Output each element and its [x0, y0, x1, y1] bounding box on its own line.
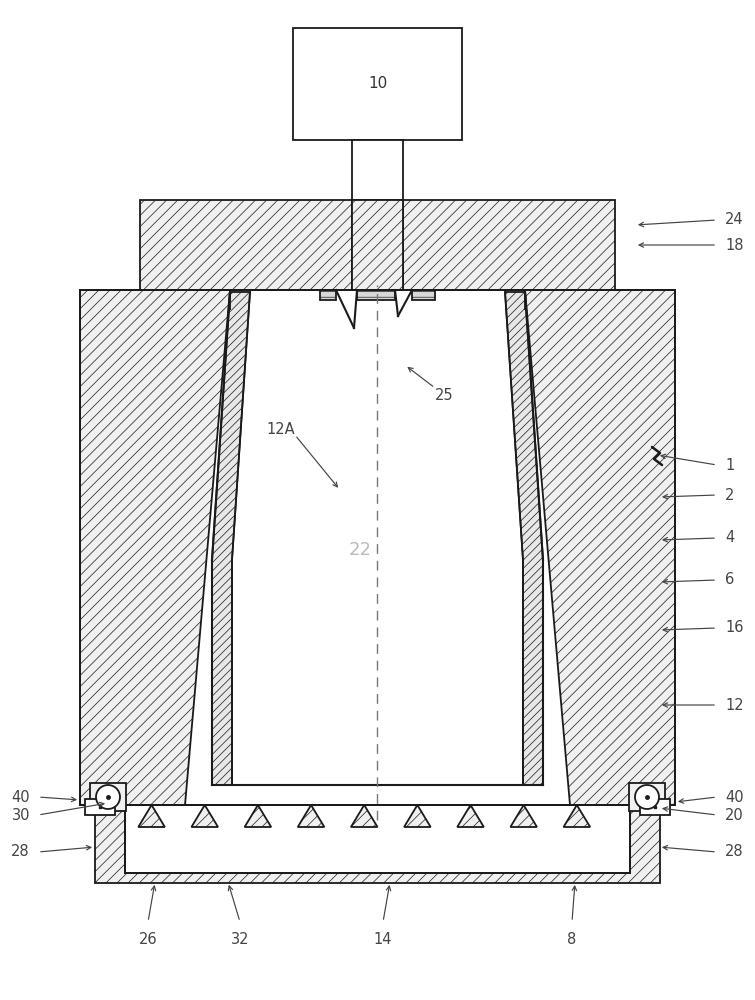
Polygon shape	[125, 805, 630, 873]
Polygon shape	[351, 805, 378, 827]
Polygon shape	[212, 292, 250, 785]
Circle shape	[96, 785, 120, 809]
Polygon shape	[138, 805, 165, 827]
Text: 20: 20	[725, 808, 744, 822]
Text: 10: 10	[368, 77, 387, 92]
Polygon shape	[293, 28, 462, 140]
Bar	[640, 799, 670, 815]
Polygon shape	[403, 200, 615, 290]
Text: 1: 1	[725, 458, 735, 473]
Polygon shape	[404, 805, 430, 827]
Polygon shape	[563, 805, 590, 827]
Text: 26: 26	[139, 932, 157, 947]
Text: 28: 28	[11, 844, 30, 859]
Text: 24: 24	[725, 213, 744, 228]
Polygon shape	[505, 292, 543, 785]
Polygon shape	[352, 200, 403, 290]
Text: 22: 22	[349, 541, 371, 559]
Text: 4: 4	[725, 530, 735, 546]
Bar	[629, 783, 665, 811]
Text: 30: 30	[11, 808, 30, 822]
Bar	[90, 783, 126, 811]
Text: 40: 40	[11, 790, 30, 804]
Polygon shape	[297, 805, 325, 827]
Text: 18: 18	[725, 237, 744, 252]
Text: 6: 6	[725, 572, 735, 587]
Polygon shape	[320, 290, 336, 300]
Polygon shape	[245, 805, 271, 827]
Text: 40: 40	[725, 790, 744, 804]
Bar	[85, 799, 115, 815]
Text: 16: 16	[725, 620, 744, 636]
Polygon shape	[95, 805, 660, 883]
Polygon shape	[412, 290, 435, 300]
Polygon shape	[458, 805, 484, 827]
Text: 2: 2	[725, 488, 735, 502]
Text: 12: 12	[725, 698, 744, 712]
Text: 28: 28	[725, 844, 744, 859]
Text: 14: 14	[374, 932, 393, 947]
Polygon shape	[192, 805, 218, 827]
Text: 8: 8	[567, 932, 577, 947]
Polygon shape	[510, 805, 537, 827]
Polygon shape	[357, 290, 395, 300]
Circle shape	[635, 785, 659, 809]
Text: 32: 32	[231, 932, 249, 947]
Polygon shape	[525, 290, 675, 805]
Text: 25: 25	[435, 387, 454, 402]
Polygon shape	[352, 140, 403, 200]
Text: 12A: 12A	[267, 422, 295, 438]
Polygon shape	[140, 200, 352, 290]
Polygon shape	[80, 290, 230, 805]
